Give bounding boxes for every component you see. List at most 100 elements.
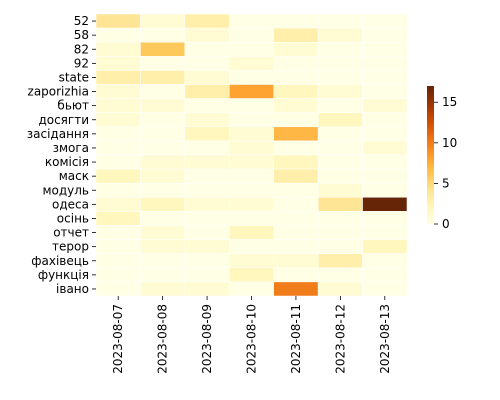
colorbar-segment — [427, 132, 434, 135]
heatmap-cell — [229, 225, 274, 240]
heatmap-cell — [273, 239, 319, 254]
heatmap-cell — [362, 239, 408, 254]
heatmap-cell — [229, 211, 274, 226]
colorbar-segment — [427, 106, 434, 110]
heatmap-cell — [362, 211, 408, 226]
heatmap-cell — [229, 27, 274, 43]
heatmap-cell — [273, 41, 319, 57]
colorbar-segment — [427, 111, 434, 114]
heatmap-cell — [317, 253, 363, 269]
heatmap-cell — [273, 98, 319, 113]
heatmap-cell — [273, 225, 319, 240]
heatmap-cell — [273, 84, 319, 99]
heatmap-cell — [273, 267, 319, 283]
colorbar-segment — [427, 157, 434, 160]
colorbar-segment — [427, 115, 434, 119]
heatmap-cell — [140, 182, 186, 198]
heatmap-cell — [184, 168, 230, 184]
colorbar-segment — [427, 182, 434, 186]
colorbar-segment — [427, 152, 434, 156]
heatmap-cell — [362, 281, 408, 297]
colorbar-tick-label: 0 — [442, 217, 450, 231]
heatmap-cell — [362, 225, 408, 240]
colorbar-segment — [427, 86, 434, 89]
heatmap-cell — [273, 13, 319, 29]
x-tick-labels: 2023-08-07 2023-08-08 2023-08-09 2023-08-10… — [111, 296, 392, 374]
colorbar-segment — [427, 159, 434, 163]
heatmap-cell — [362, 56, 408, 71]
heatmap-cell — [140, 13, 186, 29]
colorbar-segment — [427, 175, 434, 179]
heatmap-cell — [184, 154, 230, 170]
heatmap-cell — [184, 126, 230, 142]
colorbar-segment — [427, 171, 434, 174]
heatmap-cell — [184, 197, 230, 212]
heatmap-cell — [184, 41, 230, 57]
heatmap-cell — [362, 27, 408, 43]
heatmap-cell — [95, 13, 141, 29]
heatmap-cell — [317, 267, 363, 283]
heatmap-cell — [95, 239, 141, 254]
colorbar-segment — [427, 136, 434, 140]
heatmap-cell — [184, 267, 230, 283]
heatmap-cell — [140, 281, 186, 297]
y-tick-label: бьют — [57, 99, 89, 113]
colorbar-segment — [427, 191, 434, 195]
y-tick-label: досягти — [38, 113, 89, 127]
heatmap-cell — [362, 267, 408, 283]
heatmap-cell — [140, 84, 186, 99]
heatmap-cell — [229, 281, 274, 297]
heatmap-cell — [184, 56, 230, 71]
heatmap-cell — [184, 253, 230, 269]
colorbar-segment — [427, 217, 434, 220]
heatmap-cell — [273, 27, 319, 43]
heatmap-cell — [184, 281, 230, 297]
heatmap-cell — [184, 140, 230, 156]
colorbar: 0 5 10 15 — [427, 86, 457, 231]
heatmap-cell — [229, 239, 274, 254]
y-tick-label: модуль — [42, 183, 89, 197]
y-tick-label: 52 — [74, 14, 89, 28]
heatmap-cell — [362, 41, 408, 57]
heatmap-cell — [184, 70, 230, 85]
y-tick-labels: 52588292statezaporizhiaбьютдосягтизасіда… — [27, 14, 96, 296]
colorbar-segment — [427, 109, 434, 112]
colorbar-segment — [427, 122, 434, 126]
colorbar-segment — [427, 120, 434, 124]
heatmap-cell — [95, 126, 141, 142]
heatmap-cell — [229, 182, 274, 198]
heatmap-cell — [317, 41, 363, 57]
heatmap-cell — [95, 41, 141, 57]
colorbar-tick-label: 15 — [442, 95, 457, 109]
heatmap-cell — [229, 126, 274, 142]
heatmap-cell — [317, 70, 363, 85]
heatmap-cell — [95, 84, 141, 99]
y-tick-label: терор — [52, 240, 89, 254]
colorbar-segment — [427, 212, 434, 216]
x-tick-label: 2023-08-13 — [378, 304, 392, 374]
y-tick-label: івано — [56, 282, 89, 296]
colorbar-segment — [427, 138, 434, 142]
heatmap-cell — [229, 41, 274, 57]
heatmap-cell — [273, 168, 319, 184]
heatmap-cell — [362, 168, 408, 184]
colorbar-segment — [427, 148, 434, 151]
heatmap-cell — [317, 281, 363, 297]
colorbar-segment — [427, 173, 434, 177]
heatmap-cell — [229, 84, 274, 99]
y-tick-label: 92 — [74, 56, 89, 70]
y-tick-label: отчет — [53, 226, 89, 240]
x-tick-label: 2023-08-11 — [289, 304, 303, 374]
colorbar-segment — [427, 166, 434, 170]
heatmap-cell — [140, 98, 186, 113]
colorbar-segment — [427, 187, 434, 190]
colorbar-segment — [427, 155, 434, 158]
colorbar-segment — [427, 104, 434, 108]
heatmap-cell — [184, 84, 230, 99]
colorbar-segment — [427, 203, 434, 206]
colorbar-segment — [427, 125, 434, 128]
y-tick-label: змога — [53, 141, 89, 155]
heatmap-cell — [229, 154, 274, 170]
colorbar-segment — [427, 210, 434, 213]
